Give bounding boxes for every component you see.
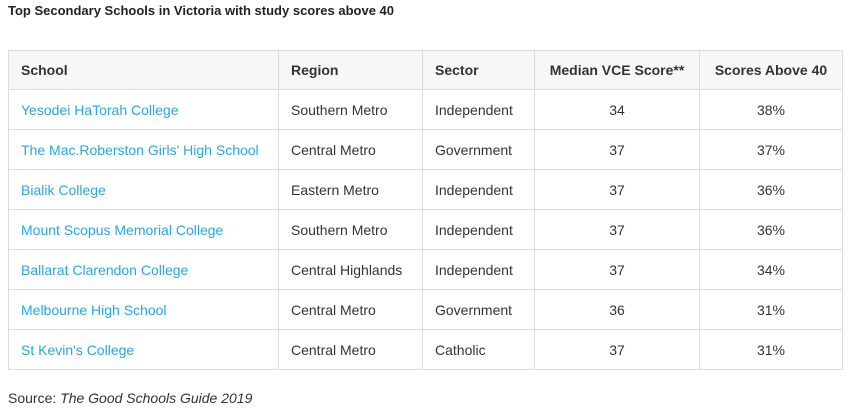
column-header-scores-above-40[interactable]: Scores Above 40	[699, 50, 843, 90]
table-header-row: School Region Sector Median VCE Score** …	[8, 50, 843, 90]
column-header-region[interactable]: Region	[278, 50, 423, 90]
region-cell: Eastern Metro	[278, 169, 423, 210]
region-cell: Southern Metro	[278, 209, 423, 250]
median-score-cell: 37	[534, 169, 700, 210]
table-row: Bialik College Eastern Metro Independent…	[8, 169, 843, 210]
region-cell: Central Metro	[278, 329, 423, 370]
scores-above-40-cell: 31%	[699, 329, 843, 370]
table-row: St Kevin's College Central Metro Catholi…	[8, 329, 843, 370]
median-score-cell: 36	[534, 289, 700, 330]
source-title: The Good Schools Guide 2019	[60, 390, 253, 406]
school-cell: Yesodei HaTorah College	[8, 89, 279, 130]
school-cell: Melbourne High School	[8, 289, 279, 330]
school-link[interactable]: The Mac.Roberston Girls' High School	[21, 141, 259, 158]
scores-above-40-cell: 34%	[699, 249, 843, 290]
school-link[interactable]: St Kevin's College	[21, 341, 135, 358]
region-cell: Southern Metro	[278, 89, 423, 130]
page-title: Top Secondary Schools in Victoria with s…	[8, 3, 395, 18]
school-cell: The Mac.Roberston Girls' High School	[8, 129, 279, 170]
school-cell: St Kevin's College	[8, 329, 279, 370]
region-cell: Central Metro	[278, 129, 423, 170]
school-cell: Bialik College	[8, 169, 279, 210]
scores-above-40-cell: 38%	[699, 89, 843, 130]
school-link[interactable]: Yesodei HaTorah College	[21, 101, 179, 118]
region-cell: Central Metro	[278, 289, 423, 330]
sector-cell: Independent	[422, 89, 535, 130]
sector-cell: Government	[422, 129, 535, 170]
region-cell: Central Highlands	[278, 249, 423, 290]
median-score-cell: 37	[534, 329, 700, 370]
school-cell: Mount Scopus Memorial College	[8, 209, 279, 250]
table-row: The Mac.Roberston Girls' High School Cen…	[8, 129, 843, 170]
column-header-median-vce-score[interactable]: Median VCE Score**	[534, 50, 700, 90]
sector-cell: Government	[422, 289, 535, 330]
median-score-cell: 37	[534, 249, 700, 290]
table-row: Melbourne High School Central Metro Gove…	[8, 289, 843, 330]
column-header-sector[interactable]: Sector	[422, 50, 535, 90]
sector-cell: Independent	[422, 249, 535, 290]
sector-cell: Catholic	[422, 329, 535, 370]
school-link[interactable]: Ballarat Clarendon College	[21, 261, 189, 278]
scores-above-40-cell: 36%	[699, 169, 843, 210]
school-link[interactable]: Melbourne High School	[21, 301, 167, 318]
schools-table: School Region Sector Median VCE Score** …	[8, 50, 843, 370]
scores-above-40-cell: 37%	[699, 129, 843, 170]
median-score-cell: 37	[534, 129, 700, 170]
school-cell: Ballarat Clarendon College	[8, 249, 279, 290]
sector-cell: Independent	[422, 209, 535, 250]
median-score-cell: 37	[534, 209, 700, 250]
school-link[interactable]: Mount Scopus Memorial College	[21, 221, 224, 238]
source-prefix: Source:	[8, 390, 57, 406]
table-row: Ballarat Clarendon College Central Highl…	[8, 249, 843, 290]
scores-above-40-cell: 31%	[699, 289, 843, 330]
sector-cell: Independent	[422, 169, 535, 210]
table-row: Yesodei HaTorah College Southern Metro I…	[8, 89, 843, 130]
column-header-school[interactable]: School	[8, 50, 279, 90]
source-note: Source: The Good Schools Guide 2019	[8, 390, 252, 406]
median-score-cell: 34	[534, 89, 700, 130]
scores-above-40-cell: 36%	[699, 209, 843, 250]
table-row: Mount Scopus Memorial College Southern M…	[8, 209, 843, 250]
school-link[interactable]: Bialik College	[21, 181, 106, 198]
